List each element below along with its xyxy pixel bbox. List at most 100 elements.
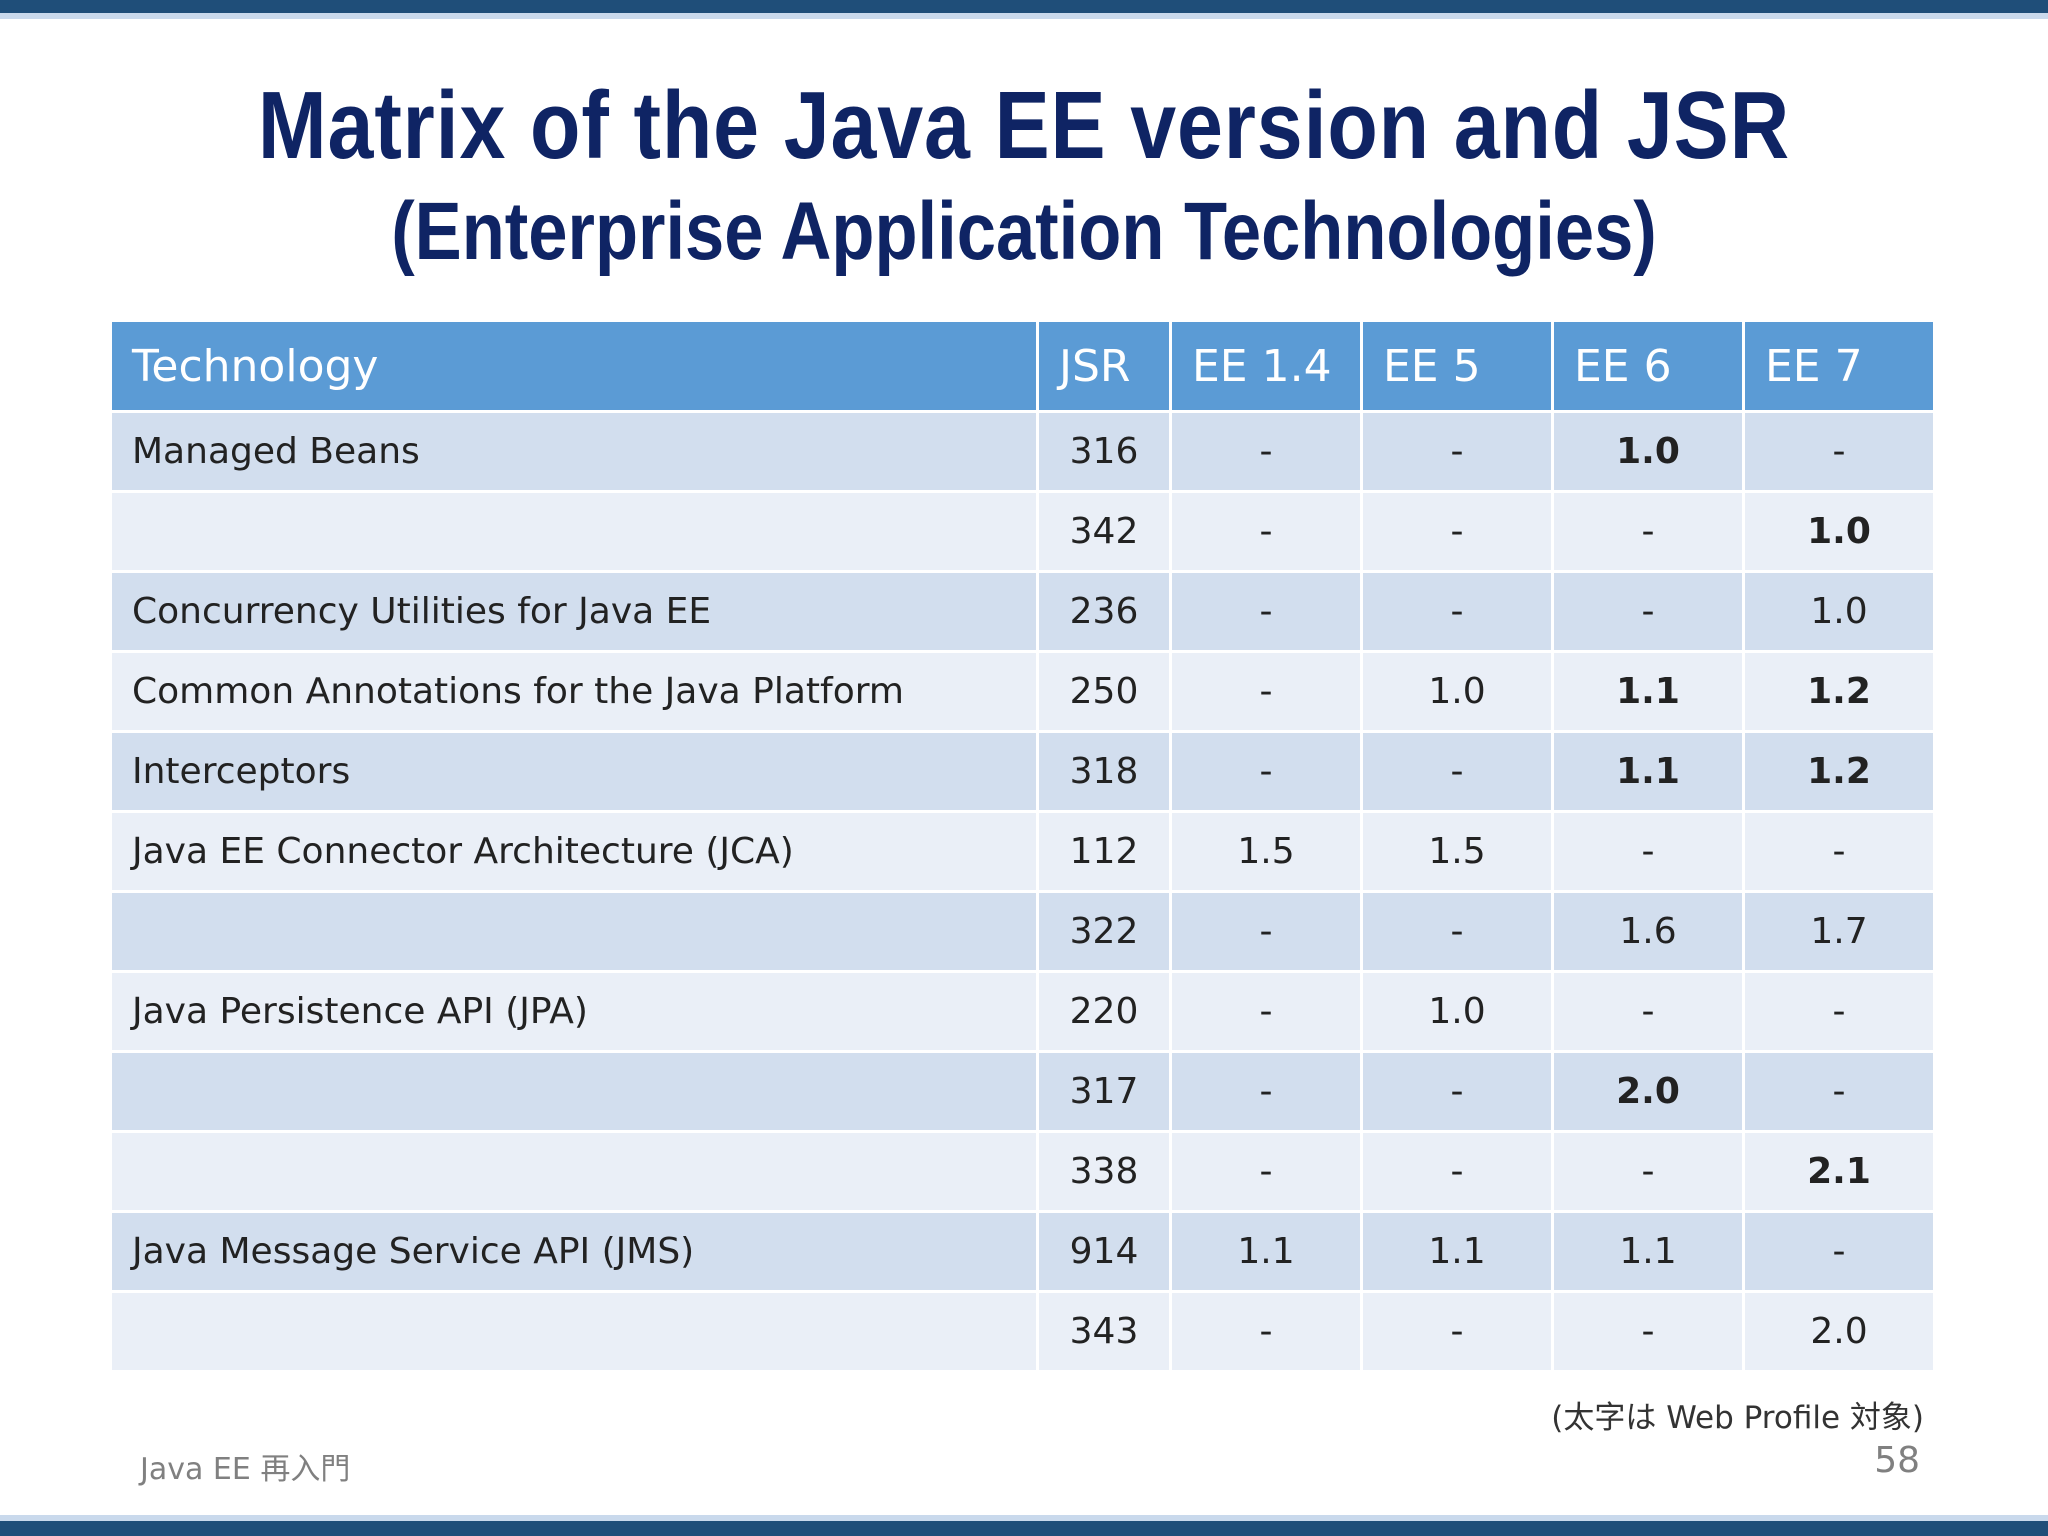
cell-ee14: - (1172, 573, 1360, 650)
cell-ee7: - (1745, 1053, 1933, 1130)
cell-ee5: - (1363, 1293, 1551, 1370)
cell-jsr: 322 (1039, 893, 1169, 970)
top-frame-accent (0, 13, 2048, 19)
web-profile-note: (太字は Web Profile 対象) (1551, 1400, 1924, 1436)
cell-technology: Java EE Connector Architecture (JCA) (112, 813, 1036, 890)
cell-ee14: - (1172, 973, 1360, 1050)
cell-jsr: 318 (1039, 733, 1169, 810)
header-jsr: JSR (1039, 322, 1169, 410)
cell-technology: Concurrency Utilities for Java EE (112, 573, 1036, 650)
cell-ee5: - (1363, 733, 1551, 810)
bottom-frame-accent (0, 1515, 2048, 1521)
cell-ee7: - (1745, 413, 1933, 490)
cell-ee7: - (1745, 973, 1933, 1050)
footer-title: Java EE 再入門 (140, 1452, 351, 1487)
cell-jsr: 914 (1039, 1213, 1169, 1290)
cell-jsr: 343 (1039, 1293, 1169, 1370)
cell-ee7: 1.0 (1745, 573, 1933, 650)
cell-ee14: - (1172, 493, 1360, 570)
cell-ee14: 1.1 (1172, 1213, 1360, 1290)
cell-ee7: 1.7 (1745, 893, 1933, 970)
table-row: Java Persistence API (JPA) 220-1.0- - (112, 973, 1933, 1050)
table-row: 338- - -2.1 (112, 1133, 1933, 1210)
cell-technology: Java Message Service API (JMS) (112, 1213, 1036, 1290)
table-row: Interceptors 318- -1.1 1.2 (112, 733, 1933, 810)
table-row: 317- -2.0- (112, 1053, 1933, 1130)
cell-ee7: - (1745, 813, 1933, 890)
cell-jsr: 342 (1039, 493, 1169, 570)
cell-ee6: 1.1 (1554, 733, 1742, 810)
table-header-row: Technology JSR EE 1.4 EE 5 EE 6 EE 7 (112, 322, 1933, 410)
cell-ee6: - (1554, 573, 1742, 650)
cell-ee5: - (1363, 573, 1551, 650)
cell-ee5: 1.0 (1363, 973, 1551, 1050)
header-ee6: EE 6 (1554, 322, 1742, 410)
table-row: Common Annotations for the Java Platform… (112, 653, 1933, 730)
cell-ee6: 1.0 (1554, 413, 1742, 490)
cell-ee14: - (1172, 733, 1360, 810)
cell-ee14: 1.5 (1172, 813, 1360, 890)
header-ee14: EE 1.4 (1172, 322, 1360, 410)
cell-technology: Interceptors (112, 733, 1036, 810)
table-row: Java EE Connector Architecture (JCA) 112 1… (112, 813, 1933, 890)
slide-subtitle: (Enterprise Application Technologies) (391, 186, 1657, 277)
table-row: Concurrency Utilities for Java EE 236- - -1… (112, 573, 1933, 650)
cell-ee6: 1.6 (1554, 893, 1742, 970)
cell-ee6: - (1554, 493, 1742, 570)
cell-ee6: 1.1 (1554, 1213, 1742, 1290)
cell-jsr: 250 (1039, 653, 1169, 730)
table-row: 322- -1.6 1.7 (112, 893, 1933, 970)
cell-ee14: - (1172, 1133, 1360, 1210)
cell-ee6: - (1554, 973, 1742, 1050)
header-ee7: EE 7 (1745, 322, 1933, 410)
cell-ee5: - (1363, 1053, 1551, 1130)
cell-ee6: - (1554, 813, 1742, 890)
cell-ee7: 2.1 (1745, 1133, 1933, 1210)
cell-jsr: 220 (1039, 973, 1169, 1050)
cell-technology: Java Persistence API (JPA) (112, 973, 1036, 1050)
cell-jsr: 236 (1039, 573, 1169, 650)
top-frame-bar (0, 0, 2048, 13)
cell-ee5: 1.5 (1363, 813, 1551, 890)
table-row: Managed Beans 316- -1.0- (112, 413, 1933, 490)
cell-technology: Common Annotations for the Java Platform (112, 653, 1036, 730)
cell-ee5: 1.1 (1363, 1213, 1551, 1290)
cell-jsr: 316 (1039, 413, 1169, 490)
cell-technology (112, 893, 1036, 970)
cell-technology (112, 1053, 1036, 1130)
table-row: 343- - -2.0 (112, 1293, 1933, 1370)
cell-ee5: - (1363, 1133, 1551, 1210)
cell-ee7: 1.2 (1745, 733, 1933, 810)
cell-ee7: - (1745, 1213, 1933, 1290)
cell-technology: Managed Beans (112, 413, 1036, 490)
header-ee5: EE 5 (1363, 322, 1551, 410)
cell-ee5: - (1363, 893, 1551, 970)
cell-jsr: 317 (1039, 1053, 1169, 1130)
cell-ee14: - (1172, 893, 1360, 970)
cell-jsr: 338 (1039, 1133, 1169, 1210)
cell-ee6: 2.0 (1554, 1053, 1742, 1130)
cell-ee5: - (1363, 493, 1551, 570)
cell-ee14: - (1172, 1293, 1360, 1370)
slide-title: Matrix of the Java EE version and JSR (257, 72, 1791, 179)
cell-ee5: 1.0 (1363, 653, 1551, 730)
cell-ee6: - (1554, 1293, 1742, 1370)
bottom-frame-bar (0, 1521, 2048, 1536)
version-matrix-table: Technology JSR EE 1.4 EE 5 EE 6 EE 7 Man… (109, 319, 1936, 1373)
cell-ee6: - (1554, 1133, 1742, 1210)
header-technology: Technology (112, 322, 1036, 410)
cell-ee7: 1.2 (1745, 653, 1933, 730)
cell-technology (112, 1293, 1036, 1370)
cell-technology (112, 1133, 1036, 1210)
cell-ee5: - (1363, 413, 1551, 490)
cell-ee14: - (1172, 413, 1360, 490)
table-row: 342- - -1.0 (112, 493, 1933, 570)
cell-technology (112, 493, 1036, 570)
table-row: Java Message Service API (JMS) 914 1.1 1.1 1… (112, 1213, 1933, 1290)
cell-ee7: 1.0 (1745, 493, 1933, 570)
cell-ee6: 1.1 (1554, 653, 1742, 730)
cell-ee14: - (1172, 653, 1360, 730)
cell-ee14: - (1172, 1053, 1360, 1130)
cell-ee7: 2.0 (1745, 1293, 1933, 1370)
cell-jsr: 112 (1039, 813, 1169, 890)
